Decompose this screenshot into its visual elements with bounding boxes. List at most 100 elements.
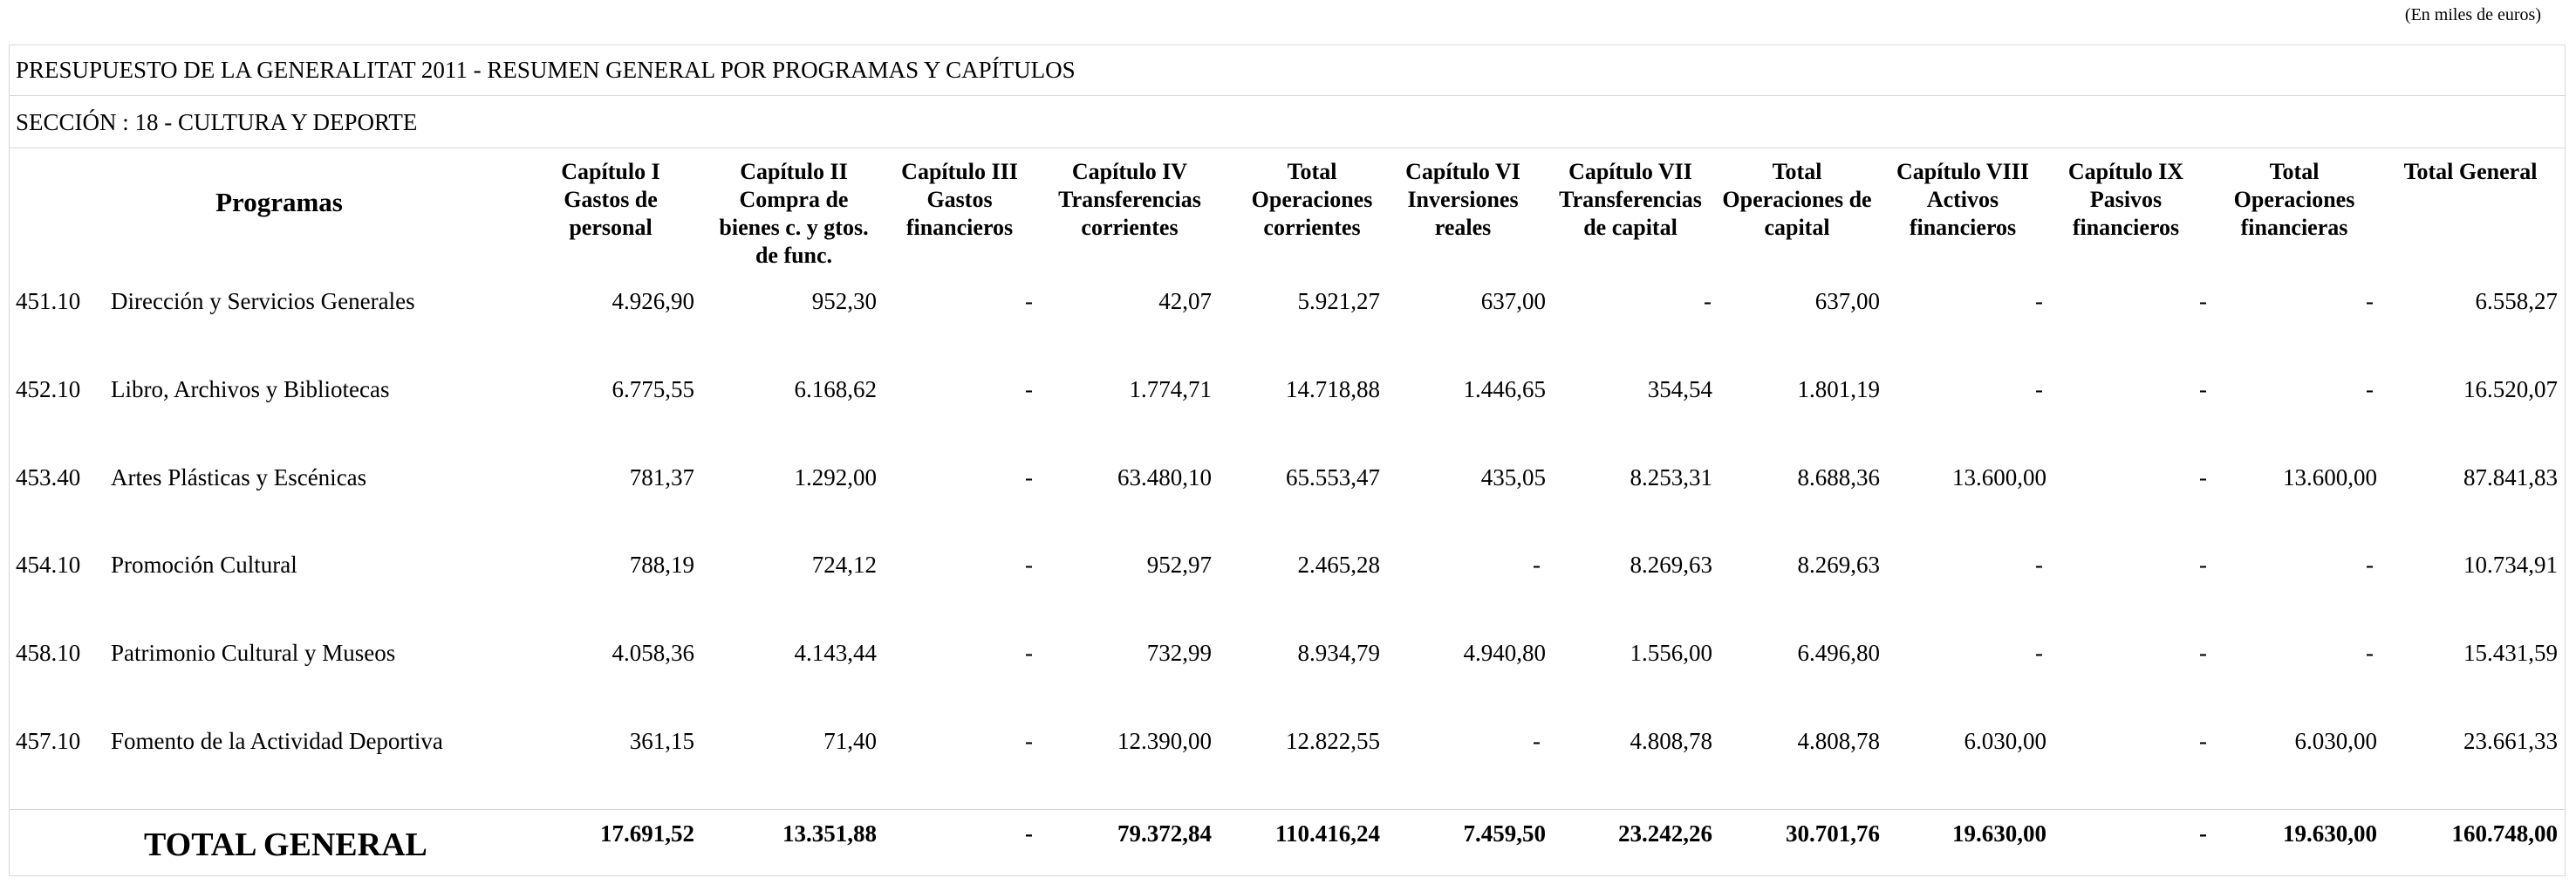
- value-cell: 7.459,50: [1463, 820, 1547, 847]
- empty-cell: -: [2035, 376, 2043, 402]
- value-cell: 6.496,80: [1797, 640, 1881, 666]
- program-name: Libro, Archivos y Bibliotecas: [111, 376, 390, 402]
- program-code: 458.10: [16, 640, 81, 666]
- empty-cell: -: [2366, 640, 2374, 666]
- column-header: Total Operaciones financieras: [2233, 159, 2355, 240]
- program-name: Promoción Cultural: [111, 552, 297, 578]
- empty-cell: -: [1025, 640, 1033, 666]
- value-cell: 732,99: [1146, 640, 1212, 666]
- program-code: 453.40: [16, 464, 81, 491]
- empty-cell: -: [1025, 288, 1033, 314]
- value-cell: 13.600,00: [1952, 464, 2046, 491]
- value-cell: 6.030,00: [2294, 728, 2378, 754]
- value-cell: 4.940,80: [1463, 640, 1547, 666]
- value-cell: 12.390,00: [1117, 728, 1212, 754]
- empty-cell: -: [2035, 552, 2043, 578]
- program-name: Dirección y Servicios Generales: [111, 288, 415, 314]
- value-cell: 13.351,88: [782, 820, 877, 847]
- value-cell: 30.701,76: [1786, 820, 1880, 847]
- value-cell: 724,12: [811, 552, 877, 578]
- value-cell: 12.822,55: [1286, 728, 1380, 754]
- empty-cell: -: [1533, 728, 1541, 754]
- empty-cell: -: [2199, 728, 2207, 754]
- value-cell: 42,07: [1158, 288, 1212, 314]
- table-row: 453.40 Artes Plásticas y Escénicas 781,37 1…: [9, 460, 2566, 495]
- value-cell: 5.921,27: [1297, 288, 1381, 314]
- units-note: (En miles de euros): [2404, 5, 2541, 24]
- total-row: TOTAL GENERAL 17.691,52 13.351,88 - 79.372,…: [9, 820, 2566, 864]
- value-cell: 110.416,24: [1274, 820, 1380, 847]
- value-cell: 435,05: [1480, 464, 1546, 491]
- value-cell: 6.775,55: [612, 376, 695, 402]
- value-cell: 8.688,36: [1797, 464, 1881, 491]
- table-row: 458.10 Patrimonio Cultural y Museos 4.058,…: [9, 635, 2566, 670]
- empty-cell: -: [1025, 820, 1033, 847]
- value-cell: 4.926,90: [612, 288, 695, 314]
- program-code: 451.10: [16, 288, 81, 314]
- value-cell: 71,40: [823, 728, 877, 754]
- value-cell: 637,00: [1814, 288, 1880, 314]
- header-programas: Programas: [215, 187, 343, 217]
- column-header: Capítulo I Gastos de personal: [561, 159, 660, 240]
- value-cell: 1.801,19: [1797, 376, 1881, 402]
- empty-cell: -: [1025, 464, 1033, 491]
- value-cell: 10.734,91: [2463, 552, 2558, 578]
- column-header: Capítulo VIII Activos financieros: [1896, 159, 2029, 240]
- value-cell: 4.058,36: [612, 640, 695, 666]
- empty-cell: -: [2199, 464, 2207, 491]
- empty-cell: -: [2199, 288, 2207, 314]
- empty-cell: -: [2199, 552, 2207, 578]
- value-cell: 1.774,71: [1129, 376, 1213, 402]
- total-label: TOTAL GENERAL: [144, 827, 427, 863]
- table-row: 457.10 Fomento de la Actividad Deportiva 3…: [9, 724, 2566, 758]
- value-cell: 1.446,65: [1463, 376, 1547, 402]
- column-header: Capítulo VI Inversiones reales: [1405, 159, 1520, 240]
- value-cell: 952,97: [1146, 552, 1212, 578]
- empty-cell: -: [2199, 820, 2207, 847]
- program-name: Artes Plásticas y Escénicas: [111, 464, 367, 491]
- empty-cell: -: [1533, 552, 1541, 578]
- value-cell: 16.520,07: [2463, 376, 2558, 402]
- empty-cell: -: [1025, 552, 1033, 578]
- value-cell: 4.143,44: [794, 640, 878, 666]
- program-code: 457.10: [16, 728, 81, 754]
- column-header: Total Operaciones corrientes: [1251, 159, 1373, 240]
- value-cell: 4.808,78: [1630, 728, 1713, 754]
- column-header: Capítulo VII Transferencias de capital: [1559, 159, 1702, 240]
- value-cell: 6.558,27: [2475, 288, 2559, 314]
- column-header: Capítulo III Gastos financieros: [901, 159, 1018, 240]
- value-cell: 4.808,78: [1797, 728, 1881, 754]
- value-cell: 17.691,52: [600, 820, 694, 847]
- column-header: Total Operaciones de capital: [1722, 159, 1872, 240]
- value-cell: 952,30: [811, 288, 877, 314]
- value-cell: 637,00: [1480, 288, 1546, 314]
- empty-cell: -: [1704, 288, 1712, 314]
- section-label: SECCIÓN : 18 - CULTURA Y DEPORTE: [9, 96, 2566, 148]
- empty-cell: -: [2366, 288, 2374, 314]
- value-cell: 63.480,10: [1117, 464, 1212, 491]
- value-cell: 23.661,33: [2463, 728, 2558, 754]
- column-header: Capítulo IV Transferencias corrientes: [1058, 159, 1201, 240]
- value-cell: 8.269,63: [1630, 552, 1713, 578]
- value-cell: 19.630,00: [2283, 820, 2377, 847]
- value-cell: 15.431,59: [2463, 640, 2558, 666]
- value-cell: 14.718,88: [1286, 376, 1380, 402]
- report-title: PRESUPUESTO DE LA GENERALITAT 2011 - RES…: [9, 45, 2566, 96]
- program-code: 454.10: [16, 552, 81, 578]
- table-row: 452.10 Libro, Archivos y Bibliotecas 6.775…: [9, 372, 2566, 407]
- value-cell: 6.030,00: [1964, 728, 2047, 754]
- value-cell: 8.253,31: [1630, 464, 1713, 491]
- value-cell: 8.934,79: [1297, 640, 1381, 666]
- value-cell: 361,15: [629, 728, 694, 754]
- value-cell: 354,54: [1647, 376, 1712, 402]
- empty-cell: -: [2035, 640, 2043, 666]
- empty-cell: -: [2366, 552, 2374, 578]
- value-cell: 6.168,62: [794, 376, 878, 402]
- table-row: 451.10 Dirección y Servicios Generales 4.9…: [9, 284, 2566, 319]
- empty-cell: -: [2035, 288, 2043, 314]
- value-cell: 1.292,00: [794, 464, 878, 491]
- value-cell: 2.465,28: [1297, 552, 1381, 578]
- total-separator: [9, 809, 2566, 810]
- value-cell: 8.269,63: [1797, 552, 1881, 578]
- value-cell: 160.748,00: [2451, 820, 2559, 847]
